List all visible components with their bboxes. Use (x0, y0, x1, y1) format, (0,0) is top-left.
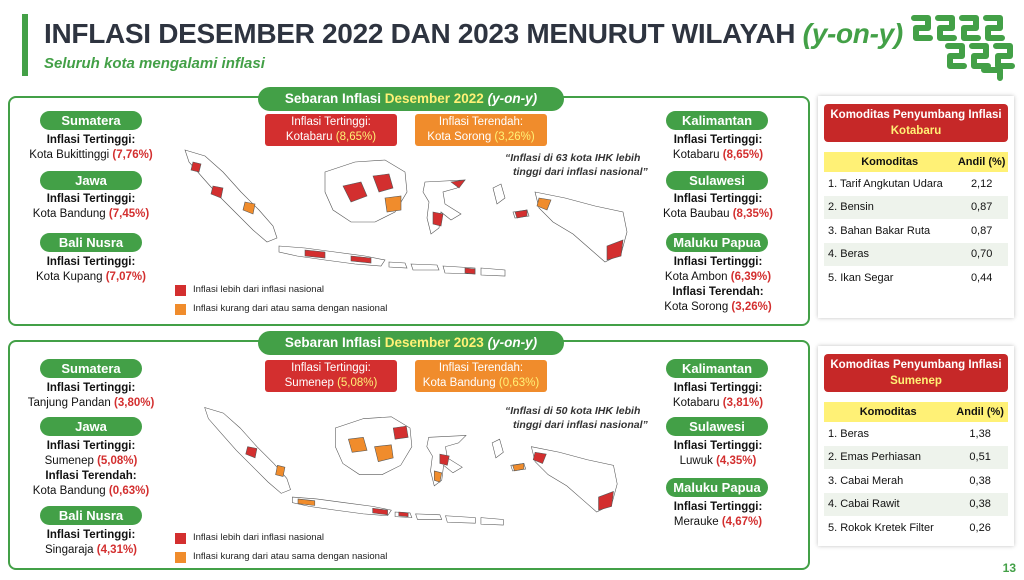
region-info-kalimantan: Inflasi Tertinggi: Kotabaru (8,65%) (672, 134, 764, 161)
quote-2022: “Inflasi di 63 kota IHK lebih tinggi dar… (505, 152, 648, 178)
region-info-sulawesi: Inflasi Tertinggi: Kota Baubau (8,35%) (663, 193, 773, 220)
region-info-jawa: Inflasi Tertinggi: Sumenep (5,08%) Infla… (32, 440, 150, 497)
region-pill-bali-nusra: Bali Nusra (40, 233, 142, 252)
region-pill-maluku-papua: Maluku Papua (666, 233, 768, 252)
region-info-sumatera: Inflasi Tertinggi: Tanjung Pandan (3,80%… (27, 382, 155, 409)
table-row: 1. Beras 1,38 (828, 427, 991, 440)
map-legend-2023: Inflasi lebih dari inflasi nasional Infl… (175, 532, 387, 570)
region-pill-sulawesi: Sulawesi (666, 417, 768, 436)
title-yoy: (y-on-y) (802, 18, 904, 49)
page-subtitle: Seluruh kota mengalami inflasi (44, 55, 265, 72)
title-accent-bar (22, 14, 28, 76)
region-info-bali-nusra: Inflasi Tertinggi: Singaraja (4,31%) (44, 529, 138, 556)
indonesia-map-2023 (204, 407, 618, 526)
page-title: INFLASI DESEMBER 2022 DAN 2023 MENURUT W… (44, 18, 904, 49)
commodity-card-header: Komoditas Penyumbang Inflasi Sumenep (824, 354, 1008, 392)
quote-2023: “Inflasi di 50 kota IHK lebih tinggi dar… (505, 405, 648, 431)
commodity-card-header: Komoditas Penyumbang Inflasi Kotabaru (824, 104, 1008, 142)
callout-highest-2023: Inflasi Tertinggi: Sumenep (5,08%) (265, 360, 397, 392)
callout-highest-2022: Inflasi Tertinggi: Kotabaru (8,65%) (265, 114, 397, 146)
callout-lowest-2023: Inflasi Terendah: Kota Bandung (0,63%) (415, 360, 547, 392)
region-info-sumatera: Inflasi Tertinggi: Kota Bukittinggi (7,7… (29, 134, 153, 161)
table-row: 4. Beras 0,70 (824, 242, 1008, 266)
region-pill-kalimantan: Kalimantan (666, 359, 768, 378)
commodity-table: Komoditas Andil (%) 1. Tarif Angkutan Uda… (824, 152, 1008, 290)
panel-2022: Sebaran Inflasi Desember 2022 (y-on-y) S… (8, 87, 810, 326)
region-pill-sumatera: Sumatera (40, 359, 142, 378)
page-number: 13 (1002, 561, 1016, 575)
table-row: 1. Tarif Angkutan Udara 2,12 (828, 177, 993, 190)
commodity-card-2022: Komoditas Penyumbang Inflasi Kotabaru Ko… (818, 96, 1014, 318)
region-info-maluku-papua: Inflasi Tertinggi: Merauke (4,67%) (673, 501, 763, 528)
map-legend-2022: Inflasi lebih dari inflasi nasional Infl… (175, 284, 387, 322)
region-pill-kalimantan: Kalimantan (666, 111, 768, 130)
table-row: 4. Cabai Rawit 0,38 (824, 492, 1008, 516)
region-info-kalimantan: Inflasi Tertinggi: Kotabaru (3,81%) (672, 382, 764, 409)
commodity-table: Komoditas Andil (%) 1. Beras 1,38 2. Emas … (824, 402, 1008, 540)
table-row: 3. Cabai Merah 0,38 (828, 474, 991, 487)
region-pill-sulawesi: Sulawesi (666, 171, 768, 190)
region-pill-sumatera: Sumatera (40, 111, 142, 130)
table-row: 5. Ikan Segar 0,44 (828, 271, 993, 284)
bps-logo (911, 15, 1015, 81)
indonesia-map-2022 (184, 149, 628, 277)
region-pill-maluku-papua: Maluku Papua (666, 478, 768, 497)
commodity-card-2023: Komoditas Penyumbang Inflasi Sumenep Kom… (818, 346, 1014, 546)
panel-2023-header: Sebaran Inflasi Desember 2023 (y-on-y) (258, 331, 564, 355)
table-row: 5. Rokok Kretek Filter 0,26 (828, 521, 991, 534)
region-pill-jawa: Jawa (40, 417, 142, 436)
callout-lowest-2022: Inflasi Terendah: Kota Sorong (3,26%) (415, 114, 547, 146)
region-pill-bali-nusra: Bali Nusra (40, 506, 142, 525)
region-info-sulawesi: Inflasi Tertinggi: Luwuk (4,35%) (673, 440, 763, 467)
table-row: 2. Bensin 0,87 (824, 195, 1008, 219)
panel-2023: Sebaran Inflasi Desember 2023 (y-on-y) S… (8, 331, 810, 570)
region-pill-jawa: Jawa (40, 171, 142, 190)
table-row: 3. Bahan Bakar Ruta 0,87 (828, 224, 993, 237)
region-info-jawa: Inflasi Tertinggi: Kota Bandung (7,45%) (32, 193, 150, 220)
table-row: 2. Emas Perhiasan 0,51 (824, 445, 1008, 469)
panel-2022-header: Sebaran Inflasi Desember 2022 (y-on-y) (258, 87, 564, 111)
region-info-bali-nusra: Inflasi Tertinggi: Kota Kupang (7,07%) (36, 256, 146, 283)
region-info-maluku-papua: Inflasi Tertinggi: Kota Ambon (6,39%) In… (664, 256, 772, 313)
